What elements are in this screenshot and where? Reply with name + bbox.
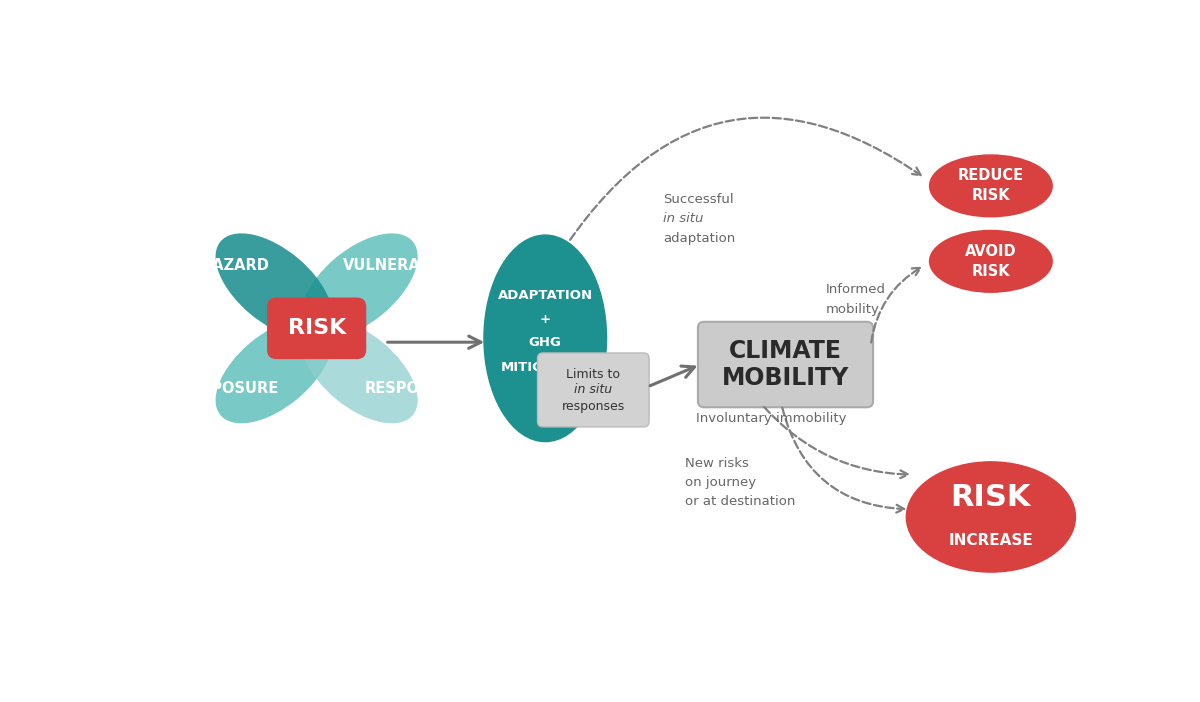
Text: Successful: Successful — [664, 193, 733, 206]
Ellipse shape — [906, 461, 1076, 573]
Ellipse shape — [929, 154, 1052, 218]
FancyArrowPatch shape — [764, 407, 908, 478]
Text: responses: responses — [562, 399, 625, 413]
Text: RISK: RISK — [950, 483, 1031, 512]
Ellipse shape — [301, 318, 418, 423]
Text: New risks: New risks — [685, 456, 749, 470]
Ellipse shape — [929, 230, 1052, 293]
Text: RISK: RISK — [972, 264, 1010, 279]
Text: RISK: RISK — [288, 318, 346, 338]
Text: +: + — [540, 312, 551, 326]
Text: in situ: in situ — [575, 383, 612, 397]
Ellipse shape — [301, 233, 418, 338]
Text: HAZARD: HAZARD — [200, 258, 270, 272]
Text: RISK: RISK — [972, 188, 1010, 204]
Text: REDUCE: REDUCE — [958, 168, 1024, 183]
Text: VULNERABILITY: VULNERABILITY — [343, 258, 473, 272]
FancyArrowPatch shape — [871, 268, 920, 343]
Text: EXPOSURE: EXPOSURE — [191, 381, 280, 396]
Text: MOBILITY: MOBILITY — [722, 366, 850, 390]
Text: Involuntary immobility: Involuntary immobility — [696, 412, 847, 425]
FancyArrowPatch shape — [570, 118, 920, 240]
Text: INCREASE: INCREASE — [948, 533, 1033, 548]
FancyArrowPatch shape — [782, 408, 905, 512]
Text: Informed: Informed — [826, 284, 886, 296]
Text: mobility: mobility — [826, 303, 880, 316]
Text: GHG: GHG — [529, 336, 562, 349]
Text: adaptation: adaptation — [664, 232, 736, 245]
Ellipse shape — [216, 233, 332, 338]
Text: Limits to: Limits to — [566, 368, 620, 381]
Text: or at destination: or at destination — [685, 495, 796, 508]
Ellipse shape — [484, 234, 607, 442]
Text: ADAPTATION: ADAPTATION — [498, 289, 593, 303]
Text: on journey: on journey — [685, 476, 756, 489]
FancyBboxPatch shape — [698, 322, 874, 407]
FancyBboxPatch shape — [538, 353, 649, 427]
Text: MITIGATION: MITIGATION — [500, 361, 589, 374]
Ellipse shape — [216, 318, 332, 423]
Text: AVOID: AVOID — [965, 244, 1016, 259]
FancyBboxPatch shape — [268, 298, 366, 359]
Text: CLIMATE: CLIMATE — [730, 338, 842, 363]
Text: in situ: in situ — [664, 213, 703, 225]
Text: RESPONSE: RESPONSE — [364, 381, 452, 396]
